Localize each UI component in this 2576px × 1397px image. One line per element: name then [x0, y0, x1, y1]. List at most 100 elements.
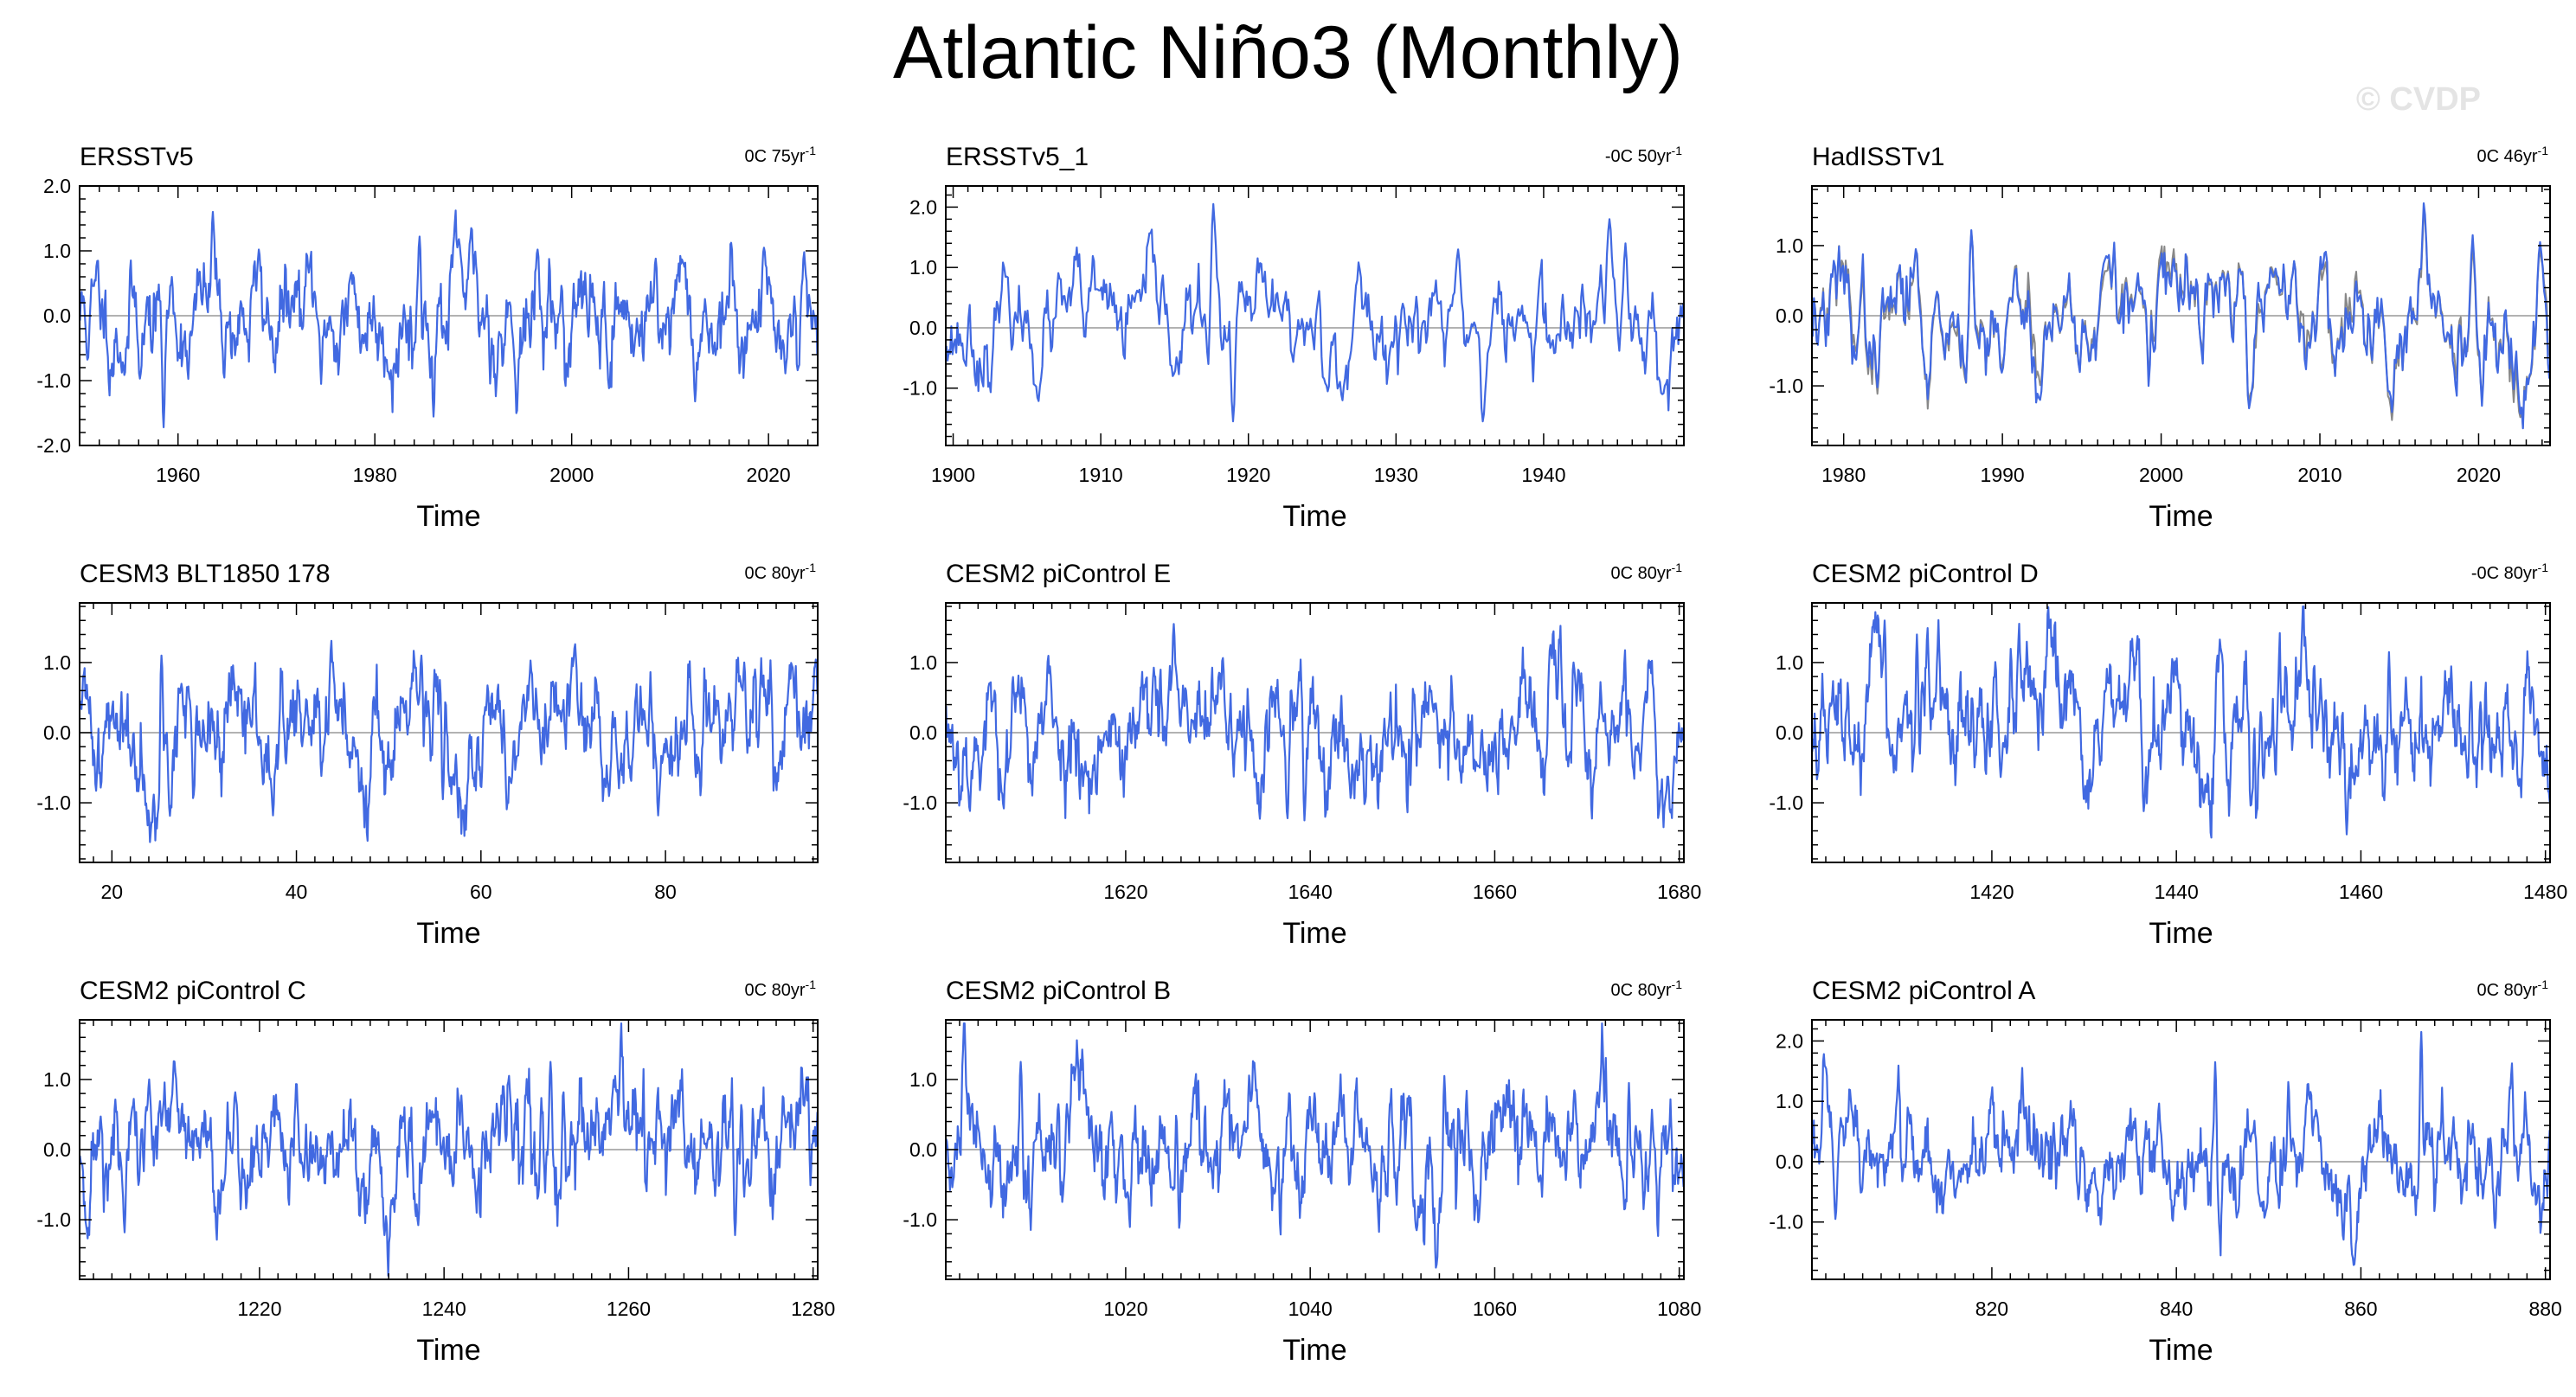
trend-label: 0C 80yr-1	[745, 561, 817, 583]
y-tick-label: -1.0	[903, 791, 937, 814]
x-tick-label: 40	[286, 881, 308, 903]
x-tick-label: 1220	[237, 1298, 281, 1320]
y-tick-label: -1.0	[36, 369, 71, 392]
x-tick-label: 1420	[1969, 881, 2014, 903]
panel-title: HadISSTv1	[1812, 143, 1944, 171]
x-axis-label: Time	[1282, 500, 1346, 533]
panel-title: ERSSTv5	[80, 143, 194, 171]
series-line	[945, 623, 1685, 829]
panel-9: CESM2 piControl A 0C 80yr-1 -1.0 0.0 1.0 2.0 8…	[1769, 977, 2561, 1367]
x-axis-label: Time	[2149, 917, 2213, 950]
x-tick-label: 1640	[1288, 881, 1333, 903]
x-tick-label: 1980	[353, 464, 397, 486]
trend-superscript: -1	[2538, 977, 2549, 991]
trend-label: 0C 46yr-1	[2477, 144, 2549, 166]
trend-label: -0C 50yr-1	[1605, 144, 1682, 166]
series-line	[1811, 605, 2551, 839]
x-axis-label: Time	[416, 500, 480, 533]
trend-superscript: -1	[1672, 144, 1683, 157]
trend-label: 0C 80yr-1	[745, 977, 817, 1000]
x-tick-label: 1980	[1821, 464, 1866, 486]
x-tick-label: 2000	[549, 464, 594, 486]
y-tick-label: -1.0	[36, 1208, 71, 1231]
x-tick-label: 1960	[156, 464, 200, 486]
x-tick-label: 1480	[2523, 881, 2567, 903]
x-tick-label: 1620	[1103, 881, 1147, 903]
x-tick-label: 1460	[2339, 881, 2383, 903]
x-tick-label: 1040	[1288, 1298, 1333, 1320]
panel-title: CESM3 BLT1850 178	[80, 560, 331, 588]
panel-1: ERSSTv5 0C 75yr-1 -2.0 -1.0 0.0 1.0 2.0 1960 198…	[36, 143, 819, 533]
credit-watermark: © CVDP	[2355, 81, 2481, 118]
series-line	[945, 202, 1685, 423]
y-tick-label: 0.0	[1776, 304, 1803, 327]
trend-superscript: -1	[806, 561, 817, 574]
y-tick-label: 1.0	[43, 651, 71, 674]
y-tick-label: -1.0	[903, 377, 937, 400]
x-tick-label: 1910	[1079, 464, 1123, 486]
trend-label: 0C 80yr-1	[1611, 977, 1683, 1000]
x-tick-label: 1920	[1226, 464, 1270, 486]
y-tick-label: -1.0	[1769, 1211, 1803, 1234]
trend-label: 0C 75yr-1	[745, 144, 817, 166]
y-tick-label: 1.0	[909, 651, 937, 674]
x-tick-label: 1080	[1657, 1298, 1701, 1320]
panel-2: ERSSTv5_1 -0C 50yr-1 -1.0 0.0 1.0 2.0 1900 1910…	[903, 143, 1685, 533]
y-tick-label: 0.0	[909, 721, 937, 744]
panel-title: CESM2 piControl B	[946, 977, 1171, 1005]
panel-title: CESM2 piControl A	[1812, 977, 2035, 1005]
x-axis-label: Time	[416, 1334, 480, 1367]
panel-3: HadISSTv1 0C 46yr-1 -1.0 0.0 1.0 1980 1990 2000…	[1769, 143, 2551, 533]
x-tick-label: 1940	[1521, 464, 1565, 486]
x-tick-label: 2000	[2139, 464, 2183, 486]
y-tick-label: 1.0	[1776, 234, 1803, 257]
x-tick-label: 1660	[1473, 881, 1517, 903]
panel-title: CESM2 piControl C	[80, 977, 306, 1005]
y-tick-label: 2.0	[1776, 1029, 1803, 1052]
panel-6: CESM2 piControl D -0C 80yr-1 -1.0 0.0 1.0 142…	[1769, 560, 2567, 950]
y-tick-label: -1.0	[903, 1208, 937, 1231]
x-axis-label: Time	[2149, 1334, 2213, 1367]
figure-title: Atlantic Niño3 (Monthly)	[893, 11, 1683, 94]
trend-superscript: -1	[2538, 144, 2549, 157]
y-tick-label: 1.0	[43, 240, 71, 262]
trend-label: 0C 80yr-1	[2477, 977, 2549, 1000]
x-tick-label: 60	[470, 881, 492, 903]
panel-title: ERSSTv5_1	[946, 143, 1089, 171]
y-tick-label: 1.0	[909, 1068, 937, 1091]
x-axis-label: Time	[416, 917, 480, 950]
panel-5: CESM2 piControl E 0C 80yr-1 -1.0 0.0 1.0 1620…	[903, 560, 1701, 950]
x-tick-label: 1680	[1657, 881, 1701, 903]
series-line	[79, 209, 819, 429]
x-tick-label: 80	[654, 881, 677, 903]
y-tick-label: -1.0	[1769, 375, 1803, 397]
x-tick-label: 2020	[747, 464, 791, 486]
y-tick-label: 0.0	[43, 1138, 71, 1161]
x-tick-label: 1900	[931, 464, 975, 486]
x-tick-label: 840	[2160, 1298, 2193, 1320]
y-tick-label: 1.0	[909, 256, 937, 279]
x-tick-label: 820	[1975, 1298, 2008, 1320]
x-tick-label: 1060	[1473, 1298, 1517, 1320]
trend-superscript: -1	[806, 144, 817, 157]
x-tick-label: 1260	[607, 1298, 651, 1320]
y-tick-label: 0.0	[43, 304, 71, 327]
series-line	[1811, 1030, 2551, 1266]
x-tick-label: 1930	[1374, 464, 1418, 486]
x-tick-label: 1280	[791, 1298, 835, 1320]
x-axis-label: Time	[2149, 500, 2213, 533]
y-tick-label: 0.0	[1776, 1150, 1803, 1173]
trend-superscript: -1	[1672, 561, 1683, 574]
y-tick-label: 0.0	[43, 721, 71, 744]
y-tick-label: -2.0	[36, 434, 71, 457]
y-tick-label: 1.0	[43, 1068, 71, 1091]
y-tick-label: 0.0	[1776, 721, 1803, 744]
y-tick-label: -1.0	[36, 791, 71, 814]
x-tick-label: 20	[101, 881, 124, 903]
y-tick-label: 2.0	[909, 195, 937, 218]
x-tick-label: 1240	[422, 1298, 466, 1320]
y-tick-label: 0.0	[909, 1138, 937, 1161]
panel-8: CESM2 piControl B 0C 80yr-1 -1.0 0.0 1.0 1020…	[903, 977, 1701, 1367]
series-line	[1811, 202, 2551, 430]
x-tick-label: 1990	[1981, 464, 2025, 486]
